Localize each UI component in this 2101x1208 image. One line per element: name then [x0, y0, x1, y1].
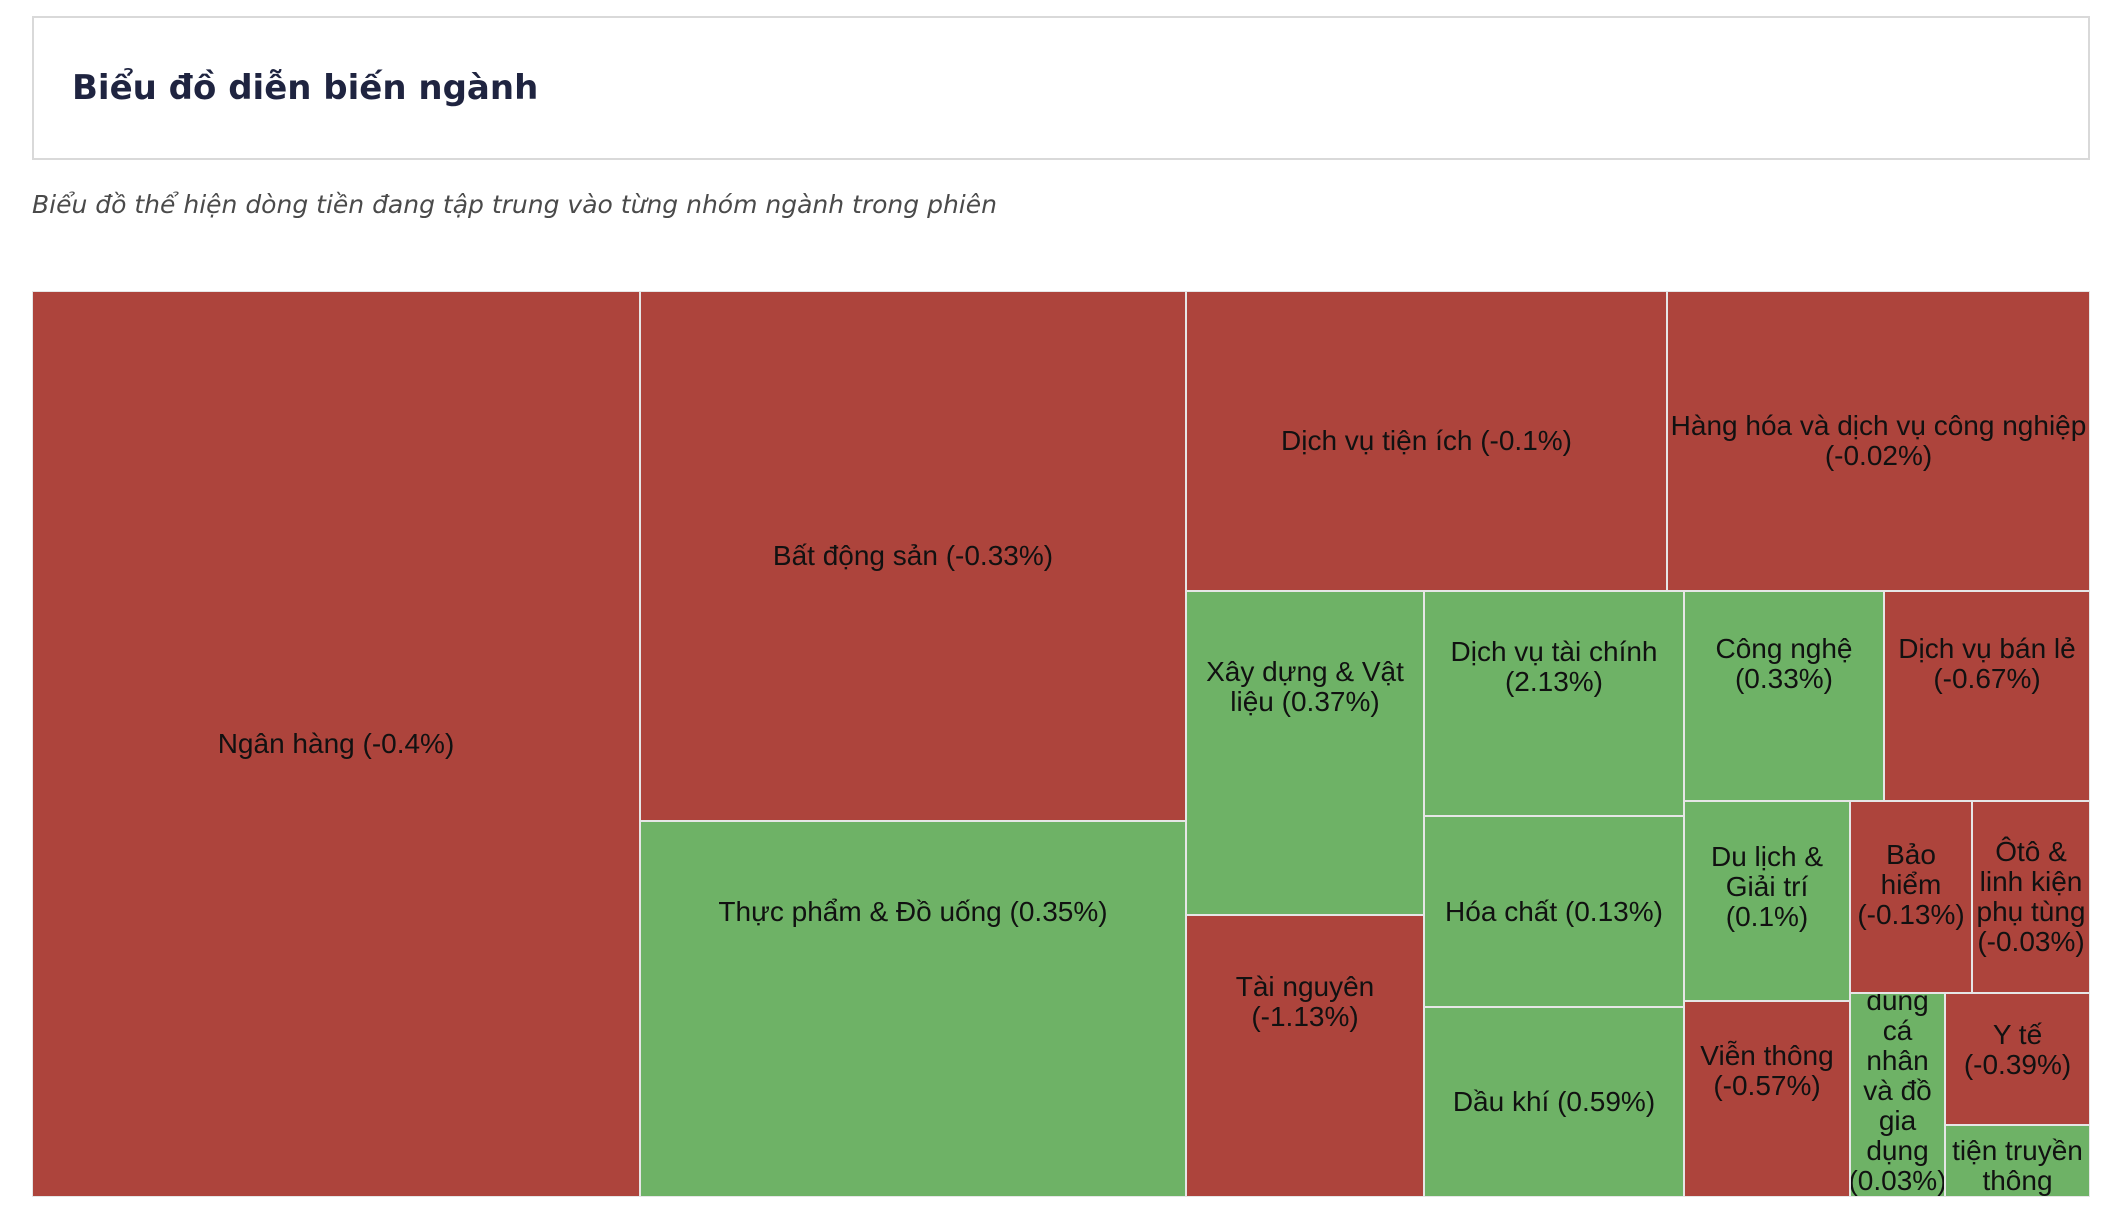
chart-header-panel: Biểu đồ diễn biến ngành [32, 16, 2090, 160]
treemap-tile[interactable]: Công nghệ (0.33%) [1684, 591, 1884, 801]
treemap-tile[interactable]: dùng cá nhân và đồ gia dụng (0.03%) [1850, 993, 1945, 1197]
treemap-tile[interactable]: Dịch vụ tài chính (2.13%) [1424, 591, 1684, 816]
treemap-tile[interactable]: tiện truyền thông [1945, 1125, 2090, 1197]
treemap-tile-label: Xây dựng & Vật liệu (0.37%) [1206, 656, 1404, 717]
chart-subtitle: Biểu đồ thể hiện dòng tiền đang tập trun… [32, 190, 997, 219]
sector-treemap: Ngân hàng (-0.4%) Bất động sản (-0.33%) Th… [32, 291, 2090, 1197]
treemap-tile-label: Tài nguyên (-1.13%) [1235, 971, 1375, 1032]
treemap-tile[interactable]: Hàng hóa và dịch vụ công nghiệp (-0.02%) [1667, 291, 2090, 591]
treemap-tile-label: tiện truyền thông [1952, 1135, 2083, 1196]
treemap-tile-label: Bất động sản (-0.33%) [772, 540, 1054, 571]
treemap-tile-label: Ngân hàng (-0.4%) [217, 728, 455, 759]
treemap-tile-label: Dịch vụ bán lẻ (-0.67%) [1898, 633, 2076, 694]
treemap-tile-label: Hàng hóa và dịch vụ công nghiệp (-0.02%) [1670, 410, 2087, 471]
treemap-tile-label: Viễn thông (-0.57%) [1700, 1040, 1834, 1101]
treemap-tile-label: Y tế (-0.39%) [1963, 1019, 2072, 1080]
treemap-tile[interactable]: Ngân hàng (-0.4%) [32, 291, 640, 1197]
treemap-tile[interactable]: Thực phẩm & Đồ uống (0.35%) [640, 821, 1186, 1197]
treemap-tile[interactable]: Du lịch & Giải trí (0.1%) [1684, 801, 1850, 1001]
treemap-tile-label: Ôtô & linh kiện phụ tùng (-0.03%) [1976, 836, 2086, 957]
treemap-tile[interactable]: Bảo hiểm (-0.13%) [1850, 801, 1972, 993]
treemap-tile-label: Bảo hiểm (-0.13%) [1857, 839, 1965, 930]
treemap-tile-label: Công nghệ (0.33%) [1715, 633, 1853, 694]
treemap-tile-label: Dầu khí (0.59%) [1452, 1086, 1656, 1117]
treemap-tile[interactable]: Dịch vụ bán lẻ (-0.67%) [1884, 591, 2090, 801]
treemap-tile-label: Thực phẩm & Đồ uống (0.35%) [718, 896, 1108, 927]
treemap-tile[interactable]: Y tế (-0.39%) [1945, 993, 2090, 1125]
treemap-tile-label: Dịch vụ tiện ích (-0.1%) [1281, 425, 1572, 456]
treemap-tile[interactable]: Dịch vụ tiện ích (-0.1%) [1186, 291, 1667, 591]
treemap-tile[interactable]: Hóa chất (0.13%) [1424, 816, 1684, 1007]
treemap-tile[interactable]: Bất động sản (-0.33%) [640, 291, 1186, 821]
treemap-tile[interactable]: Tài nguyên (-1.13%) [1186, 915, 1424, 1197]
treemap-tile-label: Hóa chất (0.13%) [1445, 895, 1663, 927]
treemap-tile[interactable]: Xây dựng & Vật liệu (0.37%) [1186, 591, 1424, 915]
treemap-tile-label: Du lịch & Giải trí (0.1%) [1710, 841, 1824, 932]
treemap-tile[interactable]: Viễn thông (-0.57%) [1684, 1001, 1850, 1197]
treemap-tile[interactable]: Dầu khí (0.59%) [1424, 1007, 1684, 1197]
treemap-tile-label: dùng cá nhân và đồ gia dụng (0.03%) [1850, 993, 1945, 1196]
treemap-tile-label: Dịch vụ tài chính (2.13%) [1450, 636, 1658, 697]
treemap-tile[interactable]: Ôtô & linh kiện phụ tùng (-0.03%) [1972, 801, 2090, 993]
page-title: Biểu đồ diễn biến ngành [72, 68, 539, 108]
